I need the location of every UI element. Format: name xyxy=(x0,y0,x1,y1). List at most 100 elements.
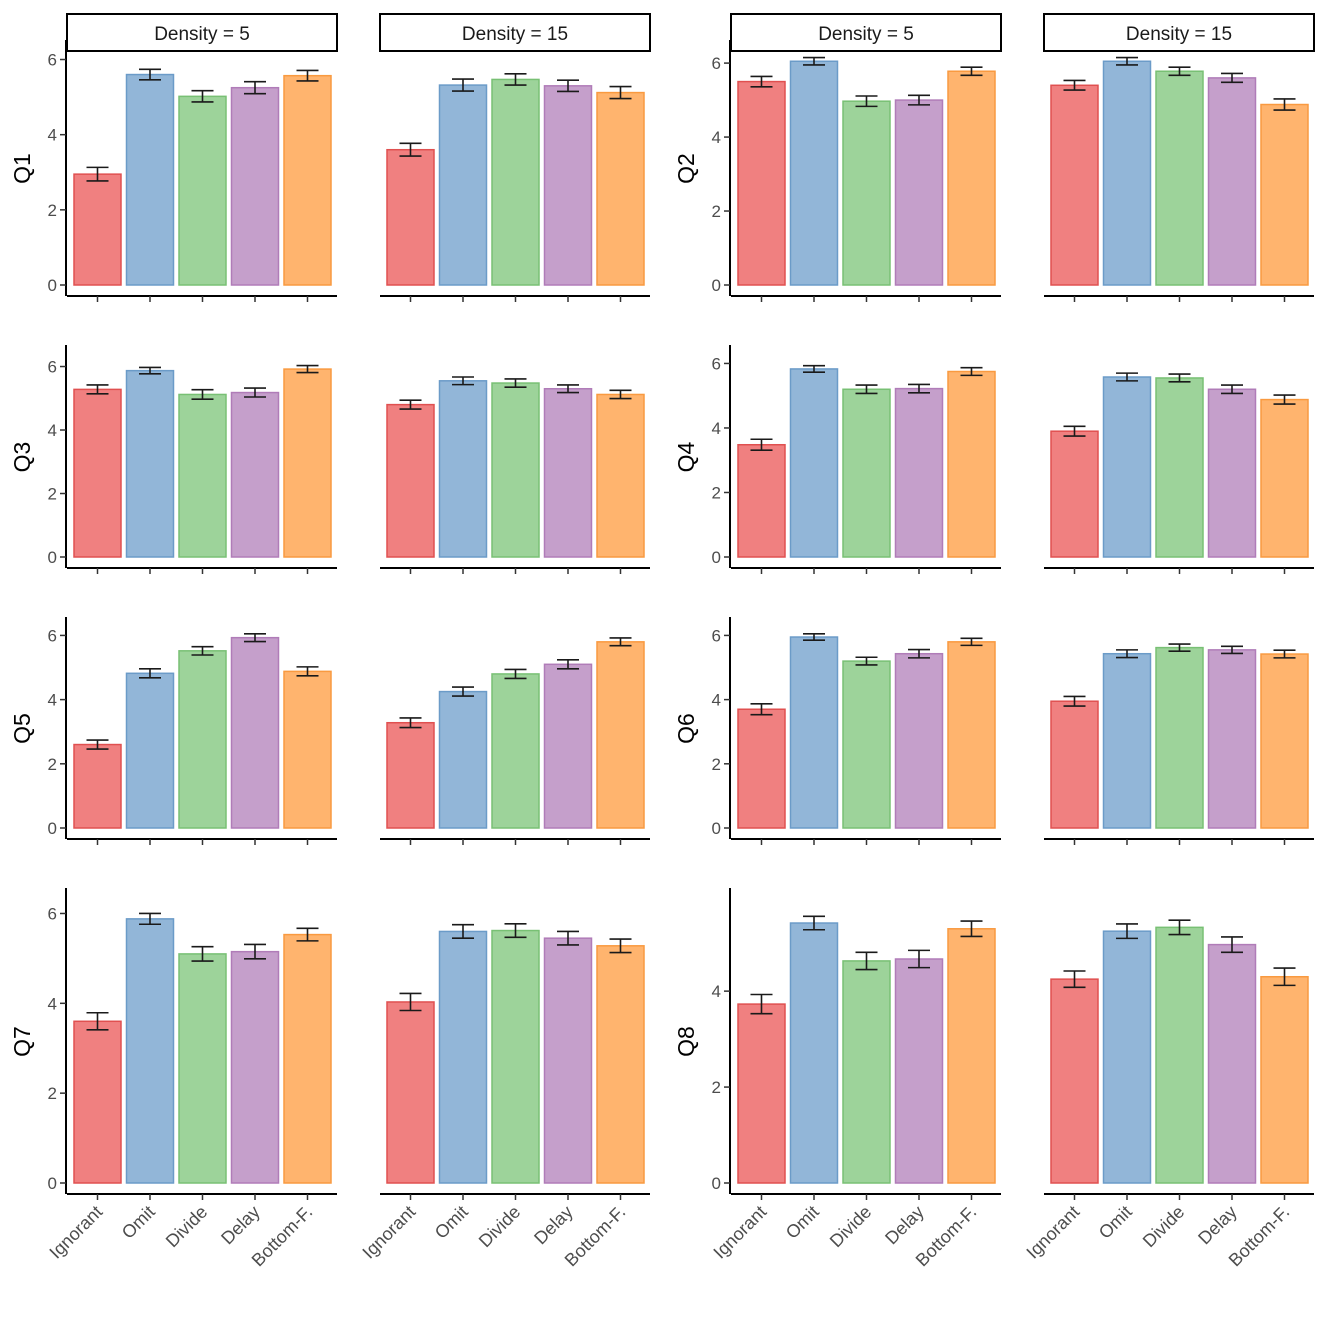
error-bar xyxy=(1273,967,1296,987)
bar-delay xyxy=(230,636,280,829)
error-bar xyxy=(1168,373,1191,383)
y-tick-label: 2 xyxy=(712,483,721,502)
y-tick-label: 4 xyxy=(712,982,721,1001)
error-bar xyxy=(1116,372,1138,382)
y-tick-label: 0 xyxy=(712,1174,721,1193)
error-bar xyxy=(191,388,214,401)
error-bar xyxy=(1168,919,1191,936)
error-bar xyxy=(960,66,983,77)
bar-bottomf xyxy=(1260,975,1309,1184)
x-tick-label: Delay xyxy=(530,1202,577,1249)
error-bar xyxy=(750,702,773,716)
error-bar xyxy=(1063,970,1086,989)
y-tick-label: 6 xyxy=(48,358,57,377)
panel-q3-col2 xyxy=(380,376,650,574)
bar-delay xyxy=(894,387,944,558)
y-tick-label: 6 xyxy=(712,354,721,373)
bar-divide xyxy=(178,650,227,829)
bar-omit xyxy=(125,672,175,829)
bar-divide xyxy=(491,78,540,286)
bar-bottomf xyxy=(283,670,332,829)
bar-delay xyxy=(894,99,944,286)
error-bar xyxy=(750,438,773,452)
error-bar xyxy=(750,75,773,88)
error-bar xyxy=(452,923,474,939)
bar-bottomf xyxy=(596,945,645,1184)
error-bar xyxy=(296,364,319,374)
y-axis-title: Q4 xyxy=(673,441,699,472)
facet-strips: Density = 5 Density = 15 Density = 5 Den… xyxy=(66,13,1315,52)
y-tick-label: 2 xyxy=(48,1084,57,1103)
error-bar xyxy=(557,659,579,670)
bar-omit xyxy=(438,380,488,558)
bar-ignorant xyxy=(73,388,122,558)
bar-omit xyxy=(438,84,488,286)
facet-strip: Density = 5 xyxy=(66,13,338,52)
bar-omit xyxy=(125,369,175,558)
error-bar xyxy=(504,72,527,86)
bar-divide xyxy=(491,382,540,558)
y-tick-label: 2 xyxy=(48,755,57,774)
error-bar xyxy=(1273,649,1296,659)
bar-ignorant xyxy=(386,721,435,829)
x-tick-label: Delay xyxy=(1194,1202,1241,1249)
y-tick-label: 6 xyxy=(48,626,57,645)
bar-omit xyxy=(438,690,488,829)
error-bar xyxy=(855,951,878,971)
error-bar xyxy=(1221,72,1243,84)
bar-ignorant xyxy=(1050,700,1099,829)
error-bar xyxy=(399,399,422,410)
error-bar xyxy=(1221,384,1243,395)
x-tick-label: Ignorant xyxy=(358,1202,419,1263)
error-bar xyxy=(1273,394,1296,405)
bar-omit xyxy=(125,73,175,286)
y-tick-label: 2 xyxy=(48,201,57,220)
error-bar xyxy=(86,166,109,182)
y-tick-label: 0 xyxy=(48,819,57,838)
error-bar xyxy=(960,366,983,377)
y-axis-title: Q8 xyxy=(673,1026,699,1057)
error-bar xyxy=(244,80,266,95)
y-tick-label: 6 xyxy=(712,54,721,73)
bar-divide xyxy=(178,953,227,1184)
bar-delay xyxy=(230,950,280,1184)
bar-delay xyxy=(230,391,280,558)
bar-ignorant xyxy=(73,173,122,286)
error-bar xyxy=(191,645,214,656)
error-bar xyxy=(1221,936,1243,954)
error-bar xyxy=(244,633,266,643)
facet-strip: Density = 5 xyxy=(730,13,1002,52)
error-bar xyxy=(908,94,930,106)
panel-q2-col3: 0 2 4 6 Q2 xyxy=(673,40,1001,302)
error-bar xyxy=(1273,98,1296,111)
error-bar xyxy=(296,927,319,942)
panel-q2-col4 xyxy=(1044,56,1314,302)
y-tick-label: 4 xyxy=(48,421,57,440)
bar-bottomf xyxy=(947,928,996,1184)
bar-bottomf xyxy=(596,91,645,286)
error-bar xyxy=(1221,645,1243,655)
error-bar xyxy=(399,992,422,1012)
bar-ignorant xyxy=(386,1001,435,1184)
bar-omit xyxy=(789,368,839,558)
bar-omit xyxy=(438,930,488,1184)
bar-bottomf xyxy=(1260,103,1309,286)
bar-omit xyxy=(789,636,839,829)
error-bar xyxy=(609,637,632,647)
error-bar xyxy=(504,923,527,939)
panel-q6-col3: 0 2 4 6 Q6 xyxy=(673,617,1001,845)
x-tick-label: Omit xyxy=(782,1202,823,1243)
error-bar xyxy=(1168,643,1191,652)
error-bar xyxy=(609,85,632,100)
bar-bottomf xyxy=(1260,653,1309,829)
x-tick-label: Divide xyxy=(826,1202,876,1252)
bar-bottomf xyxy=(596,641,645,829)
bar-ignorant xyxy=(386,403,435,558)
bar-omit xyxy=(1102,652,1152,829)
y-tick-label: 2 xyxy=(712,755,721,774)
x-tick-label: Divide xyxy=(162,1202,212,1252)
y-tick-label: 0 xyxy=(712,819,721,838)
